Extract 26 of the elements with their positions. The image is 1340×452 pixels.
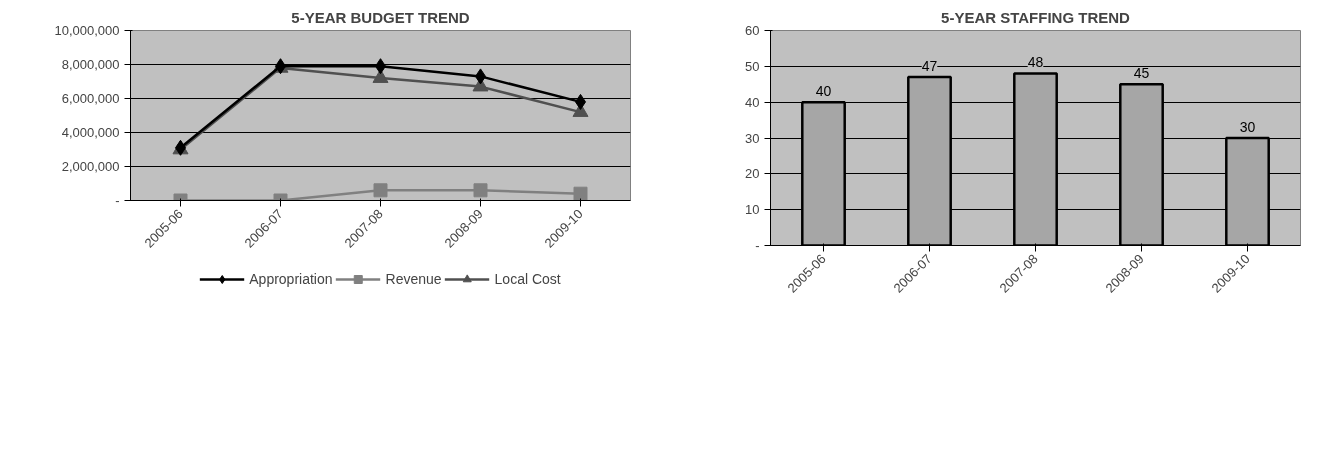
chart-title: 5-YEAR STAFFING TREND: [941, 8, 1131, 26]
legend-label: Local Cost: [494, 271, 561, 287]
y-tick-label: 2,000,000: [61, 159, 120, 174]
y-tick-label: 30: [745, 130, 760, 146]
y-tick-label: 60: [745, 23, 760, 38]
data-label: 48: [1027, 54, 1044, 71]
data-label: 45: [1133, 64, 1150, 81]
point: [373, 183, 388, 198]
y-tick-label: 6,000,000: [61, 91, 120, 106]
y-tick-label: -: [755, 238, 760, 253]
y-tick-label: 50: [745, 58, 760, 74]
y-tick-label: 40: [745, 94, 760, 110]
y-tick-label: 20: [745, 166, 760, 182]
data-label: 40: [815, 82, 832, 99]
data-label: 30: [1239, 118, 1256, 135]
legend-label: Appropriation: [249, 271, 333, 287]
point: [473, 183, 488, 198]
y-tick-label: -: [115, 193, 120, 208]
chart-title: 5-YEAR BUDGET TREND: [291, 8, 470, 26]
y-tick-label: 10,000,000: [54, 23, 120, 38]
y-tick-label: 8,000,000: [61, 57, 120, 72]
y-tick-label: 4,000,000: [61, 125, 120, 140]
y-tick-label: 10: [745, 202, 760, 218]
legend-label: Revenue: [385, 271, 442, 287]
point: [573, 186, 588, 201]
data-label: 47: [921, 57, 938, 74]
